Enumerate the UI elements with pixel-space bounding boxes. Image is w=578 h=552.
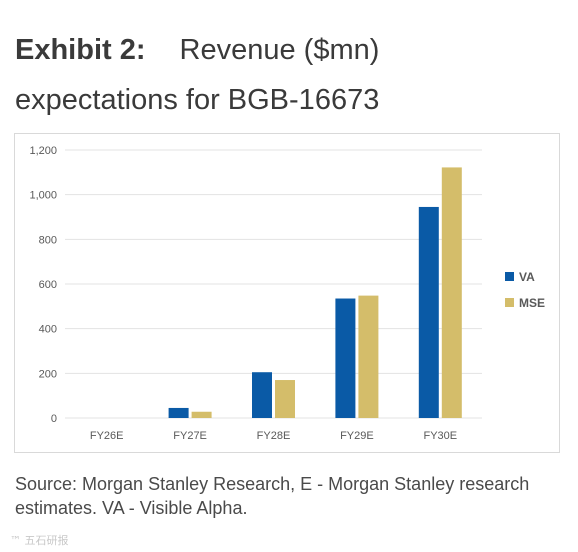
source-note: Source: Morgan Stanley Research, E - Mor… [15, 474, 530, 518]
x-tick-label: FY27E [173, 430, 207, 442]
bar-chart: 0 200 400 600 800 1,000 1,200 FY26E FY27E FY28E FY… [29, 145, 545, 442]
y-tick-label: 0 [51, 413, 57, 425]
bar-va [168, 407, 189, 418]
bar-mse [191, 411, 212, 418]
page-title: Exhibit 2: Revenue ($mn) [15, 30, 379, 70]
x-tick-label: FY28E [257, 430, 291, 442]
chart-container: 0 200 400 600 800 1,000 1,200 FY26E FY27E FY28E FY… [14, 133, 560, 453]
y-tick-label: 1,200 [29, 145, 57, 157]
y-tick-label: 200 [39, 368, 57, 380]
bar-va [418, 206, 439, 418]
y-tick-label: 1,000 [29, 190, 57, 202]
bar-mse [275, 380, 295, 418]
bar-va [335, 298, 356, 418]
legend-swatch-va [505, 272, 514, 281]
y-tick-label: 600 [39, 279, 57, 291]
x-tick-label: FY26E [90, 430, 124, 442]
exhibit-label: Exhibit 2: [15, 34, 146, 66]
bar-va [252, 372, 272, 418]
y-tick-label: 400 [39, 324, 57, 336]
legend-label-mse: MSE [519, 296, 545, 310]
title-text: Revenue ($mn) [179, 34, 380, 66]
legend-label-va: VA [519, 270, 535, 284]
x-tick-label: FY29E [340, 430, 374, 442]
bar-mse [441, 167, 462, 418]
page-title-line2: expectations for BGB-16673 [15, 84, 380, 116]
x-tick-label: FY30E [423, 430, 457, 442]
watermark: ™ 五石研报 [10, 534, 69, 547]
y-tick-label: 800 [39, 234, 57, 246]
legend-swatch-mse [505, 298, 514, 307]
bar-mse [358, 295, 379, 418]
